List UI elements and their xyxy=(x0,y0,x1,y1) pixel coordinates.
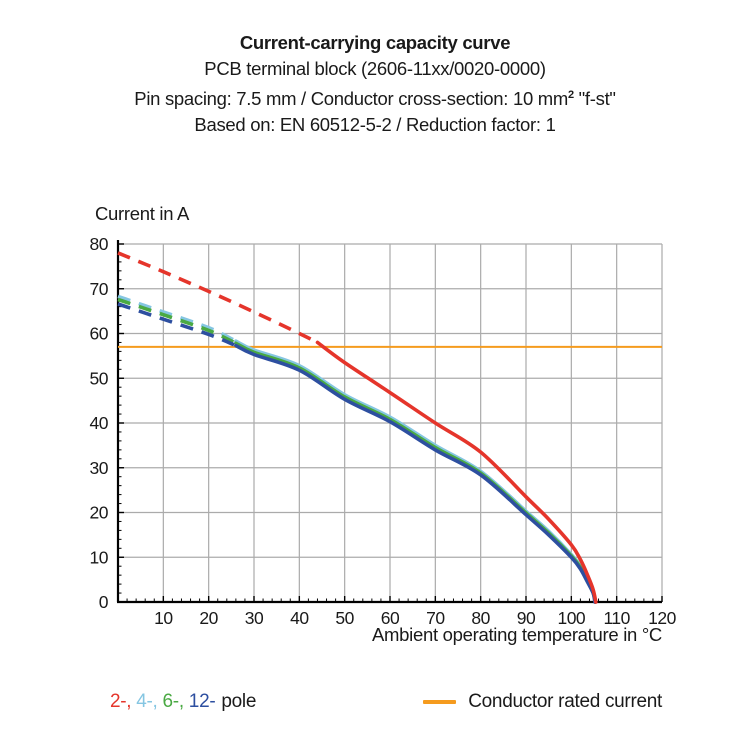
legend-pole-suffix: pole xyxy=(221,691,257,712)
legend-pole-labels: 2-, 4-, 6-, 12- pole xyxy=(110,691,256,713)
y-tick-label: 10 xyxy=(90,547,109,567)
chart-subtitle-product: PCB terminal block (2606-11xx/0020-0000) xyxy=(204,58,546,79)
series-12-pole-dashed xyxy=(117,302,237,348)
chart-title: Current-carrying capacity curve xyxy=(239,32,511,53)
x-tick-label: 30 xyxy=(245,608,264,628)
y-tick-label: 0 xyxy=(99,592,109,612)
series-4-pole-dashed xyxy=(117,294,237,343)
y-tick-label: 40 xyxy=(90,413,109,433)
capacity-curve-chart: 10 20 30 40 50 60 70 80 90 100 110 120 0 10 20 30 40 50 60… xyxy=(90,234,678,628)
series-2-pole-dashed xyxy=(117,251,319,345)
chart-subtitle-standard: Based on: EN 60512-5-2 / Reduction facto… xyxy=(194,114,556,136)
series-6-pole-dashed xyxy=(117,297,237,345)
chart-subtitle-specs: Pin spacing: 7.5 mm / Conductor cross-se… xyxy=(134,88,616,110)
rated-current-line-swatch xyxy=(423,700,457,704)
y-tick-label: 50 xyxy=(90,368,109,388)
legend-rated-current: Conductor rated current xyxy=(423,691,662,713)
legend-item-12-pole: 12- xyxy=(188,691,216,712)
x-tick-label: 40 xyxy=(290,608,309,628)
legend-item-2-pole: 2-, xyxy=(110,691,137,712)
y-tick-label: 60 xyxy=(90,324,109,344)
series-12-pole-solid xyxy=(234,343,597,604)
superscript-2: 2 xyxy=(568,89,574,101)
legend-item-4-pole: 4-, xyxy=(136,691,163,712)
x-tick-label: 70 xyxy=(426,608,445,628)
x-axis-title: Ambient operating temperature in °C xyxy=(372,624,662,645)
x-tick-label: 50 xyxy=(335,608,354,628)
y-tick-label: 70 xyxy=(90,279,109,299)
y-axis-title: Current in A xyxy=(95,203,190,224)
x-tick-label: 120 xyxy=(648,608,676,628)
chart-title-block: Current-carrying capacity curve PCB term… xyxy=(0,30,750,138)
series-6-pole-solid xyxy=(234,341,598,604)
series-2-pole-solid xyxy=(315,340,598,604)
y-tick-label: 80 xyxy=(90,234,109,254)
x-tick-label: 110 xyxy=(603,608,630,628)
x-tick-label: 20 xyxy=(199,608,218,628)
y-tick-label: 30 xyxy=(90,458,109,478)
x-tick-label: 100 xyxy=(557,608,585,628)
x-tick-label: 60 xyxy=(381,608,400,628)
legend: 2-, 4-, 6-, 12- pole Conductor rated curr… xyxy=(110,691,662,713)
series-4-pole-solid xyxy=(234,339,598,604)
x-tick-label: 10 xyxy=(154,608,173,628)
rated-current-label: Conductor rated current xyxy=(468,691,662,712)
legend-item-6-pole: 6-, xyxy=(162,691,189,712)
x-tick-label: 80 xyxy=(471,608,490,628)
x-tick-label: 90 xyxy=(517,608,536,628)
y-tick-label: 20 xyxy=(90,503,109,523)
